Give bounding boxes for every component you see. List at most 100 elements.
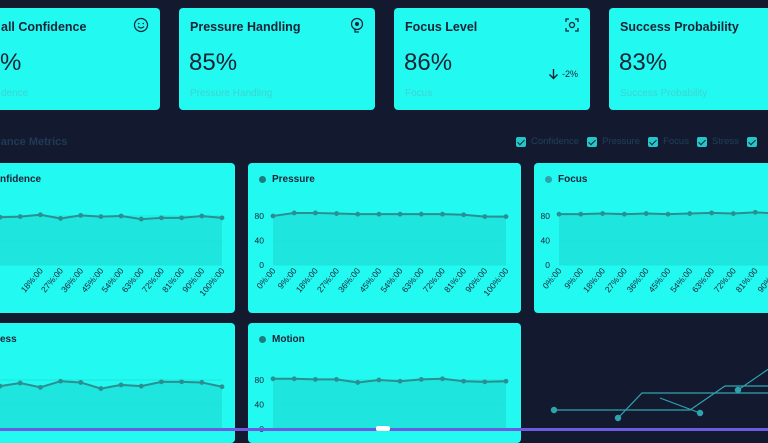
chart-title-text: nfidence — [0, 174, 42, 185]
bottom-scroll-handle[interactable] — [376, 426, 390, 431]
kpi-title: Pressure Handling — [190, 20, 301, 34]
legend-toggle-focus[interactable]: Focus — [648, 136, 689, 147]
kpi-subtitle: Focus — [405, 88, 433, 99]
y-tick-label: 40 — [255, 236, 265, 246]
kpi-delta-value: -2% — [562, 69, 579, 79]
section-title: nance Metrics — [0, 136, 68, 148]
chart-title: Focus — [545, 174, 587, 185]
kpi-value: 83% — [619, 49, 668, 76]
data-point — [199, 213, 205, 219]
legend-label: Stress — [711, 136, 739, 147]
data-point — [0, 214, 3, 220]
data-point — [334, 376, 339, 382]
legend-toggle-confidence[interactable]: Confidence — [516, 136, 579, 147]
smiley-icon — [133, 17, 149, 33]
chart-card-confidence: nfidence 18%:00 27%:00 36%:00 45%:00 54%:00 6… — [0, 163, 235, 313]
x-tick-label: 0%:00 — [540, 266, 563, 291]
legend-toggle-more[interactable] — [746, 136, 757, 147]
checkbox-checked-icon[interactable] — [696, 136, 707, 147]
checkbox-checked-icon[interactable] — [587, 136, 598, 147]
y-tick-label: 80 — [255, 211, 265, 221]
chart-card-focus: Focus 80 40 0 0%:00 9%:00 18%:00 27%:00 36%:00 4… — [534, 163, 768, 313]
focus-target-icon — [565, 18, 579, 32]
series-area — [0, 381, 222, 429]
data-point — [138, 216, 144, 222]
legend-toggle-pressure[interactable]: Pressure — [587, 136, 640, 147]
kpi-value: 86% — [404, 49, 453, 76]
chart-title-text: Motion — [272, 334, 305, 345]
data-point — [58, 216, 63, 221]
data-point — [291, 376, 297, 382]
data-point — [376, 377, 382, 383]
kpi-delta: -2% — [548, 68, 578, 80]
chart-title-text: Pressure — [272, 174, 315, 185]
data-point — [98, 214, 104, 220]
y-tick-label: 0 — [259, 260, 264, 270]
series-dot-icon — [259, 336, 266, 343]
series-area — [559, 212, 768, 265]
kpi-card-pressure-handling: Pressure Handling 85% Pressure Handling — [179, 8, 375, 110]
data-point — [600, 211, 605, 216]
data-point — [118, 382, 124, 388]
data-point — [291, 210, 297, 216]
kpi-card-focus-level: Focus Level 86% -2% Focus — [394, 8, 590, 110]
data-point — [118, 213, 124, 219]
data-point — [58, 378, 63, 384]
y-tick-label: 80 — [541, 211, 551, 221]
data-point — [355, 380, 361, 385]
data-point — [556, 211, 562, 217]
data-point — [376, 211, 382, 217]
data-point — [482, 214, 488, 220]
series-line — [273, 377, 507, 384]
y-tick-label: 0 — [545, 260, 550, 270]
x-tick-label: 54%:00 — [668, 266, 694, 295]
chart-title: Pressure — [259, 174, 315, 185]
series-line — [559, 211, 768, 216]
data-point — [159, 379, 164, 385]
series-line — [0, 213, 223, 221]
data-point — [440, 376, 445, 382]
data-point — [179, 379, 185, 385]
series-dot-icon — [545, 176, 552, 183]
data-point — [687, 211, 693, 216]
chart-card-stress: ess — [0, 323, 235, 443]
data-point — [138, 383, 144, 389]
data-point — [397, 211, 403, 217]
data-point — [78, 212, 84, 218]
brain-icon — [350, 17, 364, 33]
legend-label: Confidence — [531, 136, 580, 147]
data-point — [270, 213, 276, 219]
y-tick-label: 40 — [255, 400, 265, 410]
data-point — [397, 378, 403, 384]
circuit-decoration — [550, 368, 768, 422]
data-point — [578, 211, 584, 217]
checkbox-checked-icon[interactable] — [648, 136, 659, 147]
x-tick-label: 90%:00 — [755, 266, 768, 295]
kpi-value: % — [0, 49, 22, 76]
legend-label: Pressure — [602, 136, 641, 147]
series-area — [273, 212, 506, 265]
data-point — [37, 384, 43, 390]
data-point — [355, 211, 361, 217]
data-point — [219, 215, 225, 221]
data-point — [219, 384, 225, 390]
metric-legend: Confidence Pressure Focus Stress — [516, 136, 757, 147]
checkbox-checked-icon[interactable] — [746, 136, 757, 147]
legend-toggle-stress[interactable]: Stress — [696, 136, 739, 147]
line-chart: 804000%:009%:0018%:0027%:0036%:0045%:005… — [540, 209, 768, 295]
data-point — [17, 380, 23, 386]
chart-title: Motion — [259, 334, 305, 345]
kpi-card-confidence: all Confidence % dence — [0, 8, 160, 110]
x-tick-label: 27%:00 — [603, 266, 629, 295]
x-tick-label: 63%:00 — [690, 266, 716, 295]
data-point — [752, 209, 758, 215]
chart-title: nfidence — [0, 174, 41, 185]
x-tick-label: 45%:00 — [646, 266, 672, 295]
checkbox-checked-icon[interactable] — [516, 136, 526, 147]
data-point — [622, 211, 627, 217]
series-area — [273, 378, 506, 429]
kpi-card-success-probability: Success Probability 83% Success Probabil… — [609, 8, 768, 110]
chart-card-pressure: Pressure 80 40 0 0%:00 9%:00 18%:00 27%:00 36%:… — [248, 163, 521, 313]
